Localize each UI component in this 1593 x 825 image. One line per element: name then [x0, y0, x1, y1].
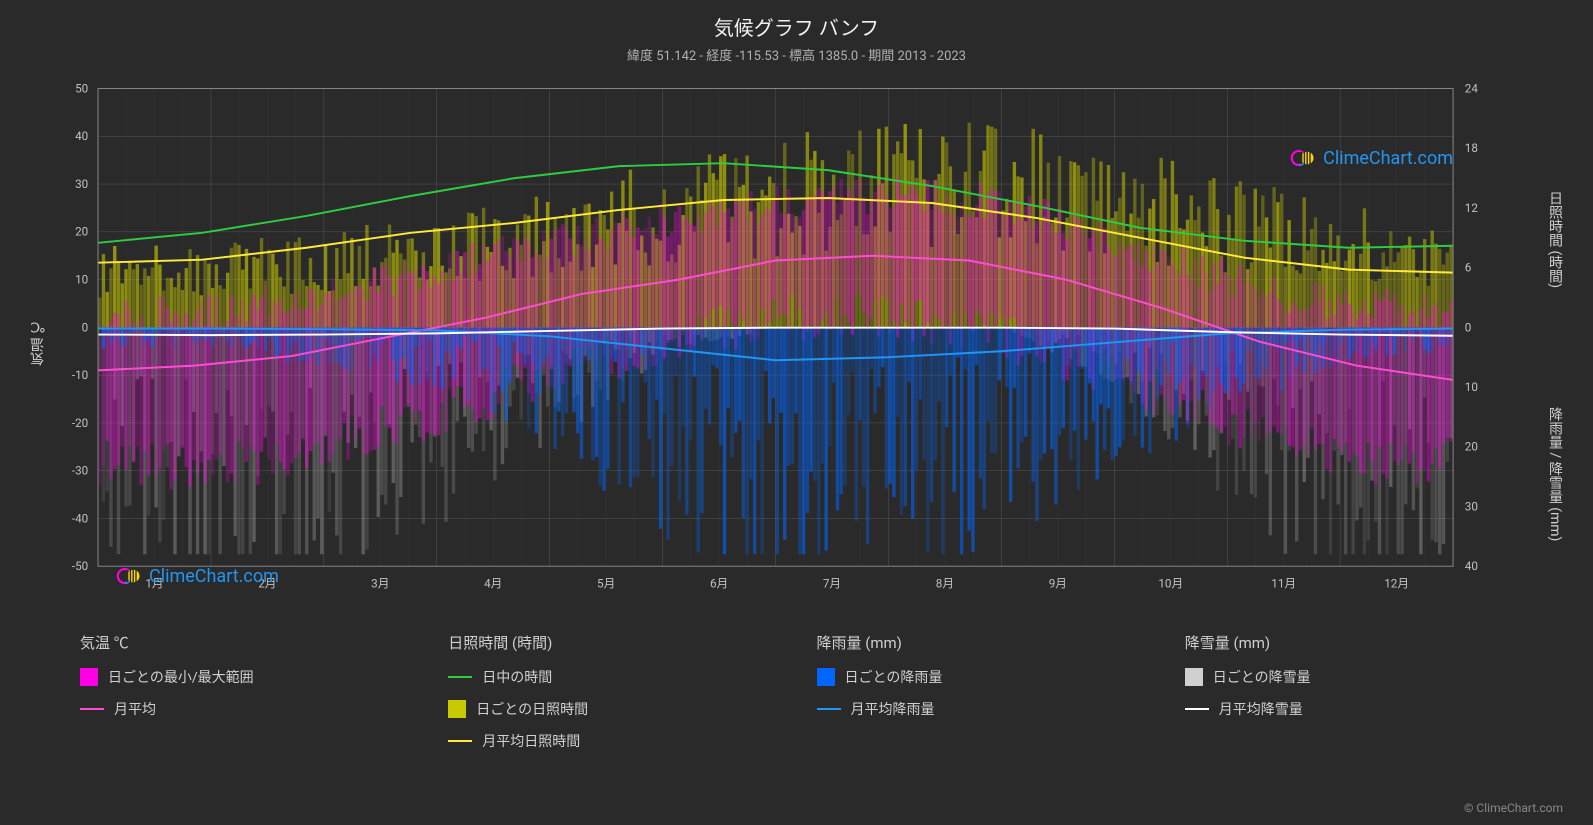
svg-text:4月: 4月 [484, 577, 502, 591]
svg-text:40: 40 [75, 129, 88, 143]
svg-text:50: 50 [75, 81, 88, 95]
svg-text:-30: -30 [72, 464, 88, 478]
legend-column: 日照時間 (時間) 日中の時間日ごとの日照時間月平均日照時間 [448, 632, 776, 763]
svg-text:6: 6 [1465, 261, 1472, 275]
svg-text:18: 18 [1465, 141, 1478, 155]
legend-marker [448, 700, 466, 718]
svg-text:-50: -50 [72, 559, 88, 573]
legend-marker [817, 668, 835, 686]
chart-area: 気温 ℃ 日照時間 (時間) 降雨量 / 降雪量 (mm) -50 -40 -30 -… [20, 72, 1573, 612]
climechart-logo-icon [1289, 144, 1317, 172]
legend-marker [448, 740, 472, 742]
svg-text:11月: 11月 [1271, 577, 1296, 591]
legend-label: 月平均 [114, 699, 156, 719]
svg-text:3月: 3月 [371, 577, 389, 591]
legend-item: 月平均降雨量 [817, 699, 1145, 719]
legend-item: 月平均日照時間 [448, 731, 776, 751]
svg-text:30: 30 [1465, 499, 1478, 513]
legend-marker [448, 676, 472, 678]
svg-text:10: 10 [75, 273, 88, 287]
y-axis-right-top-label: 日照時間 (時間) [1545, 191, 1565, 288]
y-axis-right-bottom-label: 降雨量 / 降雪量 (mm) [1545, 407, 1565, 541]
legend-marker [80, 668, 98, 686]
legend-column: 降雨量 (mm) 日ごとの降雨量月平均降雨量 [817, 632, 1145, 763]
watermark-bottom: ClimeChart.com [115, 562, 279, 590]
legend-label: 日ごとの降雪量 [1213, 667, 1311, 687]
legend-item: 日ごとの最小/最大範囲 [80, 667, 408, 687]
svg-text:5月: 5月 [597, 577, 615, 591]
svg-text:7月: 7月 [823, 577, 841, 591]
svg-text:-40: -40 [72, 511, 88, 525]
chart-title: 気候グラフ バンフ [20, 12, 1573, 41]
legend-item: 日中の時間 [448, 667, 776, 687]
watermark-text: ClimeChart.com [149, 566, 279, 587]
copyright-text: © ClimeChart.com [1464, 801, 1563, 815]
svg-text:20: 20 [75, 225, 88, 239]
svg-text:12: 12 [1465, 201, 1479, 215]
legend-header: 降雪量 (mm) [1185, 632, 1513, 653]
climechart-logo-icon [115, 562, 143, 590]
y-axis-left-label: 気温 ℃ [28, 318, 48, 365]
legend: 気温 ℃ 日ごとの最小/最大範囲月平均 日照時間 (時間) 日中の時間日ごとの日照時間… [20, 612, 1573, 763]
svg-text:0: 0 [1465, 320, 1472, 334]
watermark-top: ClimeChart.com [1289, 144, 1453, 172]
legend-item: 月平均 [80, 699, 408, 719]
svg-text:40: 40 [1465, 559, 1478, 573]
legend-label: 月平均日照時間 [482, 731, 580, 751]
legend-label: 日ごとの日照時間 [476, 699, 588, 719]
svg-text:6月: 6月 [710, 577, 728, 591]
svg-text:10月: 10月 [1158, 577, 1183, 591]
legend-item: 日ごとの日照時間 [448, 699, 776, 719]
svg-text:30: 30 [75, 177, 88, 191]
svg-text:24: 24 [1465, 81, 1479, 95]
legend-item: 月平均降雪量 [1185, 699, 1513, 719]
svg-text:-10: -10 [72, 368, 88, 382]
svg-text:0: 0 [82, 320, 89, 334]
legend-item: 日ごとの降雨量 [817, 667, 1145, 687]
legend-label: 日中の時間 [482, 667, 552, 687]
legend-label: 日ごとの降雨量 [845, 667, 943, 687]
svg-text:-20: -20 [72, 416, 88, 430]
legend-column: 気温 ℃ 日ごとの最小/最大範囲月平均 [80, 632, 408, 763]
chart-subtitle: 緯度 51.142 - 経度 -115.53 - 標高 1385.0 - 期間 … [20, 45, 1573, 64]
legend-label: 月平均降雨量 [851, 699, 935, 719]
svg-text:10: 10 [1465, 380, 1478, 394]
legend-marker [1185, 668, 1203, 686]
legend-label: 日ごとの最小/最大範囲 [108, 667, 254, 687]
legend-label: 月平均降雪量 [1219, 699, 1303, 719]
svg-text:20: 20 [1465, 440, 1478, 454]
legend-marker [80, 708, 104, 710]
legend-column: 降雪量 (mm) 日ごとの降雪量月平均降雪量 [1185, 632, 1513, 763]
legend-item: 日ごとの降雪量 [1185, 667, 1513, 687]
legend-header: 降雨量 (mm) [817, 632, 1145, 653]
watermark-text: ClimeChart.com [1323, 148, 1453, 169]
legend-marker [817, 708, 841, 710]
svg-text:12月: 12月 [1384, 577, 1409, 591]
legend-header: 気温 ℃ [80, 632, 408, 653]
svg-text:8月: 8月 [936, 577, 954, 591]
legend-marker [1185, 708, 1209, 710]
svg-text:9月: 9月 [1049, 577, 1067, 591]
legend-header: 日照時間 (時間) [448, 632, 776, 653]
